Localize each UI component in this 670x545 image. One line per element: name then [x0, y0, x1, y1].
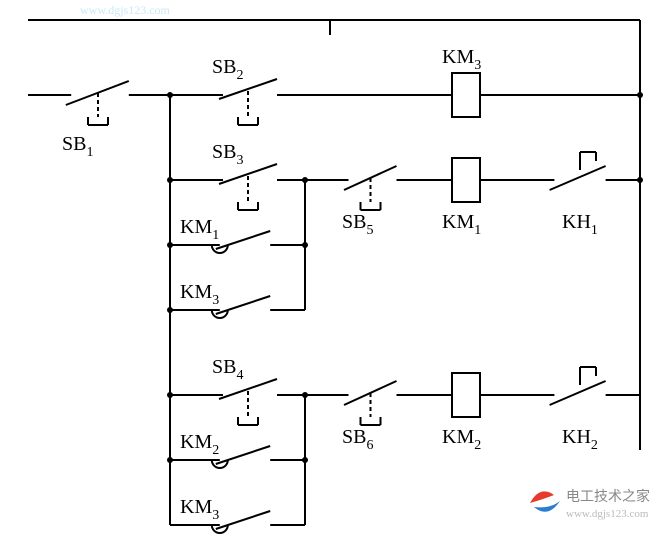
watermark-top: www.dgjs123.com: [80, 3, 171, 17]
KH1-label: KH1: [562, 211, 598, 238]
KM1-label: KM1: [180, 216, 219, 243]
svg-text:www.dgjs123.com: www.dgjs123.com: [566, 508, 649, 520]
svg-text:电工技术之家: 电工技术之家: [566, 488, 650, 505]
KM3-label: KM3: [442, 46, 481, 73]
KH2-label: KH2: [562, 426, 598, 453]
SB5-label: SB5: [342, 211, 373, 238]
KM2-label: KM2: [180, 431, 219, 458]
SB1-label: SB1: [62, 133, 93, 160]
circuit-diagram: www.dgjs123.com SB1 SB2 KM3 SB3 SB5 KM1 KH1 KM1 K…: [0, 0, 670, 545]
SB4-label: SB4: [212, 356, 243, 383]
KM3-label: KM3: [180, 496, 219, 523]
watermark-bottom: 电工技术之家 www.dgjs123.com: [530, 488, 650, 520]
KM3-label: KM3: [180, 281, 219, 308]
SB3-label: SB3: [212, 141, 243, 168]
SB2-label: SB2: [212, 56, 243, 83]
KM2-label: KM2: [442, 426, 481, 453]
KM1-label: KM1: [442, 211, 481, 238]
SB6-label: SB6: [342, 426, 373, 453]
